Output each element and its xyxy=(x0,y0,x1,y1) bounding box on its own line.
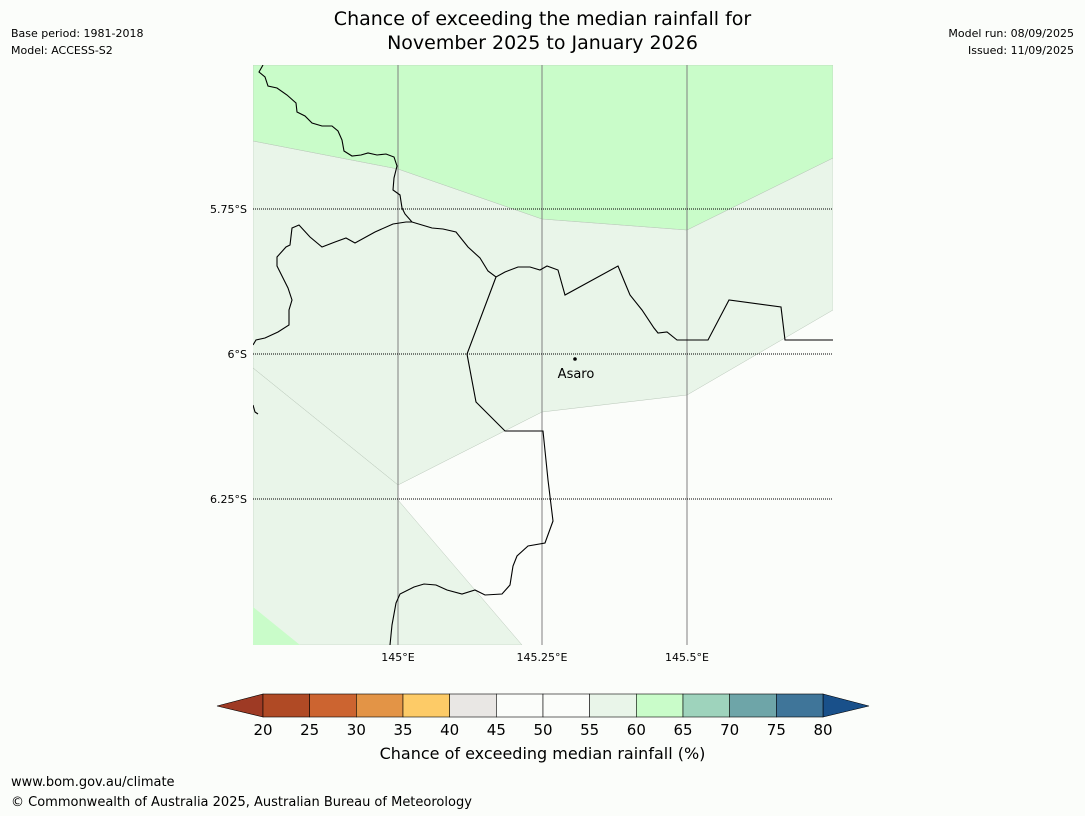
colorbar-segment xyxy=(309,693,357,718)
colorbar-label: Chance of exceeding median rainfall (%) xyxy=(379,744,706,763)
boundary-central xyxy=(253,221,833,346)
colorbar-tick-label: 50 xyxy=(533,721,552,739)
colorbar-segment xyxy=(262,693,310,718)
title-line-1: Chance of exceeding the median rainfall … xyxy=(333,8,752,30)
issued-text: Issued: 11/09/2025 xyxy=(967,44,1074,57)
lat-label-6: 6°S xyxy=(228,348,247,361)
footer-url: www.bom.gov.au/climate xyxy=(11,775,175,790)
colorbar-tick-label: 55 xyxy=(580,721,599,739)
colorbar-tick-label: 60 xyxy=(627,721,646,739)
colorbar-tick-label: 80 xyxy=(813,721,832,739)
lat-label-5-75: 5.75°S xyxy=(210,203,247,216)
lon-label-145: 145°E xyxy=(381,651,414,664)
boundary-north xyxy=(258,65,413,223)
lon-label-145-5: 145.5°E xyxy=(665,651,709,664)
colorbar-segment xyxy=(776,693,824,718)
asaro-marker-icon xyxy=(573,357,577,361)
title-line-2: November 2025 to January 2026 xyxy=(387,32,698,54)
colorbar-tick-label: 40 xyxy=(440,721,459,739)
colorbar-segment xyxy=(356,693,404,718)
boundary-west-tick xyxy=(253,404,259,415)
model-run-text: Model run: 08/09/2025 xyxy=(948,27,1074,40)
base-period-text: Base period: 1981-2018 xyxy=(11,27,144,40)
lon-label-145-25: 145.25°E xyxy=(517,651,568,664)
colorbar-segment xyxy=(542,693,590,718)
forecast-map: Asaro 5.75°S 6°S 6.25°S 145°E 145.25°E 1… xyxy=(210,65,870,739)
colorbar-tick-label: 75 xyxy=(767,721,786,739)
colorbar-segment xyxy=(449,693,497,718)
colorbar-tick-label: 45 xyxy=(487,721,506,739)
colorbar: 20 25 30 35 40 45 50 55 60 65 70 75 80 xyxy=(216,693,870,739)
colorbar-segment xyxy=(589,693,637,718)
place-label-asaro: Asaro xyxy=(558,367,595,382)
lat-label-6-25: 6.25°S xyxy=(210,493,247,506)
colorbar-low-extension xyxy=(216,693,264,718)
header-right-info: Model run: 08/09/2025 Issued: 11/09/2025 xyxy=(948,25,1074,59)
band-60-65-southwest xyxy=(253,607,300,645)
colorbar-high-extension xyxy=(822,693,870,718)
header-left-info: Base period: 1981-2018 Model: ACCESS-S2 xyxy=(11,25,143,59)
colorbar-tick-label: 30 xyxy=(347,721,366,739)
colorbar-segment xyxy=(402,693,450,718)
colorbar-segment xyxy=(729,693,777,718)
colorbar-segment xyxy=(636,693,684,718)
colorbar-segment xyxy=(496,693,544,718)
colorbar-tick-label: 65 xyxy=(673,721,692,739)
model-text: Model: ACCESS-S2 xyxy=(11,44,113,57)
band-55-60-south xyxy=(253,367,523,645)
colorbar-tick-label: 20 xyxy=(253,721,272,739)
band-55-60-west-sliver xyxy=(253,330,265,352)
page-title: Chance of exceeding the median rainfall … xyxy=(0,7,1085,55)
colorbar-tick-label: 35 xyxy=(393,721,412,739)
footer-copyright: © Commonwealth of Australia 2025, Austra… xyxy=(11,795,472,810)
colorbar-segment xyxy=(682,693,730,718)
boundary-southern xyxy=(389,276,554,645)
colorbar-tick-label: 25 xyxy=(300,721,319,739)
colorbar-tick-label: 70 xyxy=(720,721,739,739)
